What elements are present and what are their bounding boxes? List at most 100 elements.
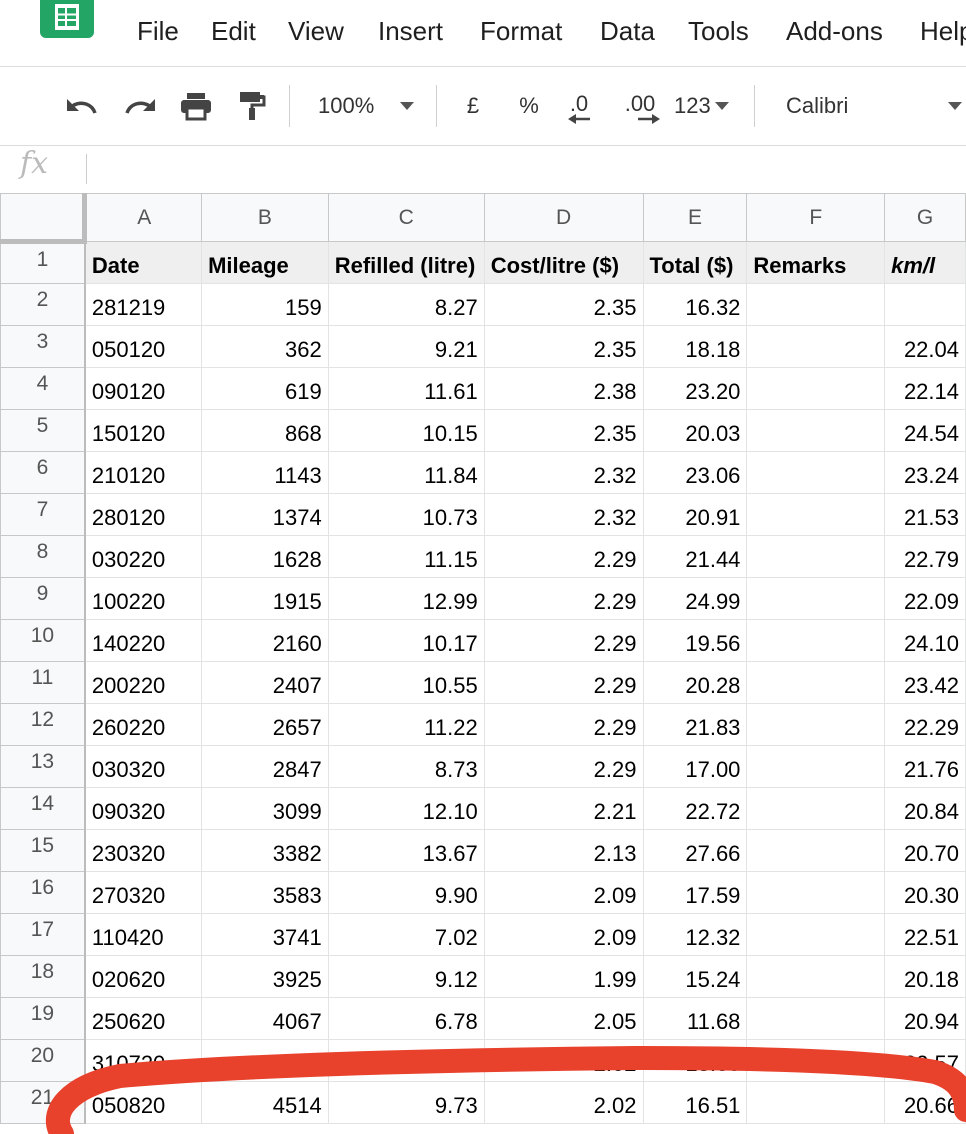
cell-b[interactable]: 159: [201, 283, 329, 326]
cell-a[interactable]: 020620: [84, 955, 203, 998]
cell-d[interactable]: 2.13: [483, 829, 644, 872]
increase-decimal-button[interactable]: .00: [618, 67, 662, 145]
cell-a[interactable]: 110420: [84, 913, 203, 956]
row-number[interactable]: 10: [0, 619, 86, 662]
cell-e[interactable]: 21.44: [642, 535, 748, 578]
cell-b[interactable]: 2847: [201, 745, 329, 788]
cell-e[interactable]: 22.72: [642, 787, 748, 830]
cell-d[interactable]: 2.32: [483, 493, 644, 536]
cell-a[interactable]: 281219: [84, 283, 203, 326]
cell-a[interactable]: 030220: [84, 535, 203, 578]
cell-e[interactable]: 23.20: [642, 367, 748, 410]
cell-f[interactable]: [746, 409, 886, 452]
cell-e[interactable]: 23.06: [642, 451, 748, 494]
column-header-g[interactable]: G: [884, 193, 966, 242]
cell-g[interactable]: 22.57: [884, 1039, 966, 1082]
cell-f[interactable]: [746, 577, 886, 620]
cell-g[interactable]: 22.29: [884, 703, 966, 746]
cell-c[interactable]: 11.84: [327, 451, 485, 494]
cell-b[interactable]: 619: [201, 367, 329, 410]
cell-b[interactable]: 3741: [201, 913, 329, 956]
cell-c[interactable]: 10.17: [327, 619, 485, 662]
cell-a[interactable]: 250620: [84, 997, 203, 1040]
row-number[interactable]: 11: [0, 661, 86, 704]
menu-add-ons[interactable]: Add-ons: [786, 16, 883, 46]
cell-b[interactable]: 868: [201, 409, 329, 452]
header-cell-remarks[interactable]: Remarks: [746, 241, 886, 284]
header-cell-km-per-litre[interactable]: km/l: [884, 241, 966, 284]
cell-e[interactable]: 27.66: [642, 829, 748, 872]
cell-g[interactable]: 23.24: [884, 451, 966, 494]
cell-g[interactable]: 22.14: [884, 367, 966, 410]
cell-g[interactable]: 22.09: [884, 577, 966, 620]
cell-b[interactable]: 3925: [201, 955, 329, 998]
cell-f[interactable]: [746, 451, 886, 494]
cell-b[interactable]: 3382: [201, 829, 329, 872]
cell-b[interactable]: 4514: [201, 1081, 329, 1124]
menu-view[interactable]: View: [288, 16, 344, 46]
cell-c[interactable]: 8.73: [327, 745, 485, 788]
cell-c[interactable]: 9.90: [327, 871, 485, 914]
header-cell-refilled[interactable]: Refilled (litre): [327, 241, 485, 284]
row-number[interactable]: 6: [0, 451, 86, 494]
cell-a[interactable]: 260220: [84, 703, 203, 746]
cell-d[interactable]: 2.21: [483, 787, 644, 830]
cell-b[interactable]: 2657: [201, 703, 329, 746]
cell-d[interactable]: 2.29: [483, 661, 644, 704]
cell-e[interactable]: 19.56: [642, 619, 748, 662]
cell-e[interactable]: 11.68: [642, 997, 748, 1040]
cell-f[interactable]: [746, 1081, 886, 1124]
cell-a[interactable]: 270320: [84, 871, 203, 914]
cell-f[interactable]: [746, 871, 886, 914]
row-number[interactable]: 7: [0, 493, 86, 536]
header-cell-cost-per-litre[interactable]: Cost/litre ($): [483, 241, 644, 284]
cell-b[interactable]: 1915: [201, 577, 329, 620]
cell-g[interactable]: 21.76: [884, 745, 966, 788]
column-header-e[interactable]: E: [642, 193, 748, 242]
cell-a[interactable]: 200220: [84, 661, 203, 704]
row-number[interactable]: 18: [0, 955, 86, 998]
row-number[interactable]: 3: [0, 325, 86, 368]
cell-a[interactable]: 100220: [84, 577, 203, 620]
row-number[interactable]: 15: [0, 829, 86, 872]
cell-f[interactable]: [746, 703, 886, 746]
cell-b[interactable]: 4067: [201, 997, 329, 1040]
cell-d[interactable]: 2.35: [483, 283, 644, 326]
cell-c[interactable]: 10.15: [327, 409, 485, 452]
cell-f[interactable]: [746, 913, 886, 956]
cell-e[interactable]: 18.18: [642, 325, 748, 368]
cell-d[interactable]: 2.09: [483, 871, 644, 914]
cell-e[interactable]: 20.03: [642, 409, 748, 452]
select-all-corner[interactable]: [0, 193, 88, 244]
header-cell-date[interactable]: Date: [84, 241, 203, 284]
row-number[interactable]: 13: [0, 745, 86, 788]
cell-c[interactable]: 11.61: [327, 367, 485, 410]
cell-g[interactable]: 20.84: [884, 787, 966, 830]
cell-a[interactable]: 230320: [84, 829, 203, 872]
cell-c[interactable]: 10.73: [327, 493, 485, 536]
cell-b[interactable]: 1628: [201, 535, 329, 578]
cell-c[interactable]: 11.22: [327, 703, 485, 746]
cell-f[interactable]: [746, 955, 886, 998]
cell-b[interactable]: 1374: [201, 493, 329, 536]
cell-a[interactable]: 150120: [84, 409, 203, 452]
cell-f[interactable]: [746, 745, 886, 788]
cell-c[interactable]: 7.02: [327, 913, 485, 956]
menu-insert[interactable]: Insert: [378, 16, 444, 46]
cell-e[interactable]: 16.32: [642, 283, 748, 326]
cell-a[interactable]: 310720: [84, 1039, 203, 1082]
cell-g[interactable]: 20.18: [884, 955, 966, 998]
row-number[interactable]: 19: [0, 997, 86, 1040]
cell-b[interactable]: 2407: [201, 661, 329, 704]
cell-e[interactable]: 17.59: [642, 871, 748, 914]
cell-c[interactable]: 9.73: [327, 1081, 485, 1124]
row-number[interactable]: 1: [0, 241, 86, 284]
row-number[interactable]: 17: [0, 913, 86, 956]
cell-g[interactable]: 23.42: [884, 661, 966, 704]
row-number[interactable]: 2: [0, 283, 86, 326]
row-number[interactable]: 12: [0, 703, 86, 746]
cell-d[interactable]: 2.02: [483, 1081, 644, 1124]
cell-a[interactable]: 050120: [84, 325, 203, 368]
cell-f[interactable]: [746, 829, 886, 872]
menu-help[interactable]: Help: [920, 16, 966, 46]
